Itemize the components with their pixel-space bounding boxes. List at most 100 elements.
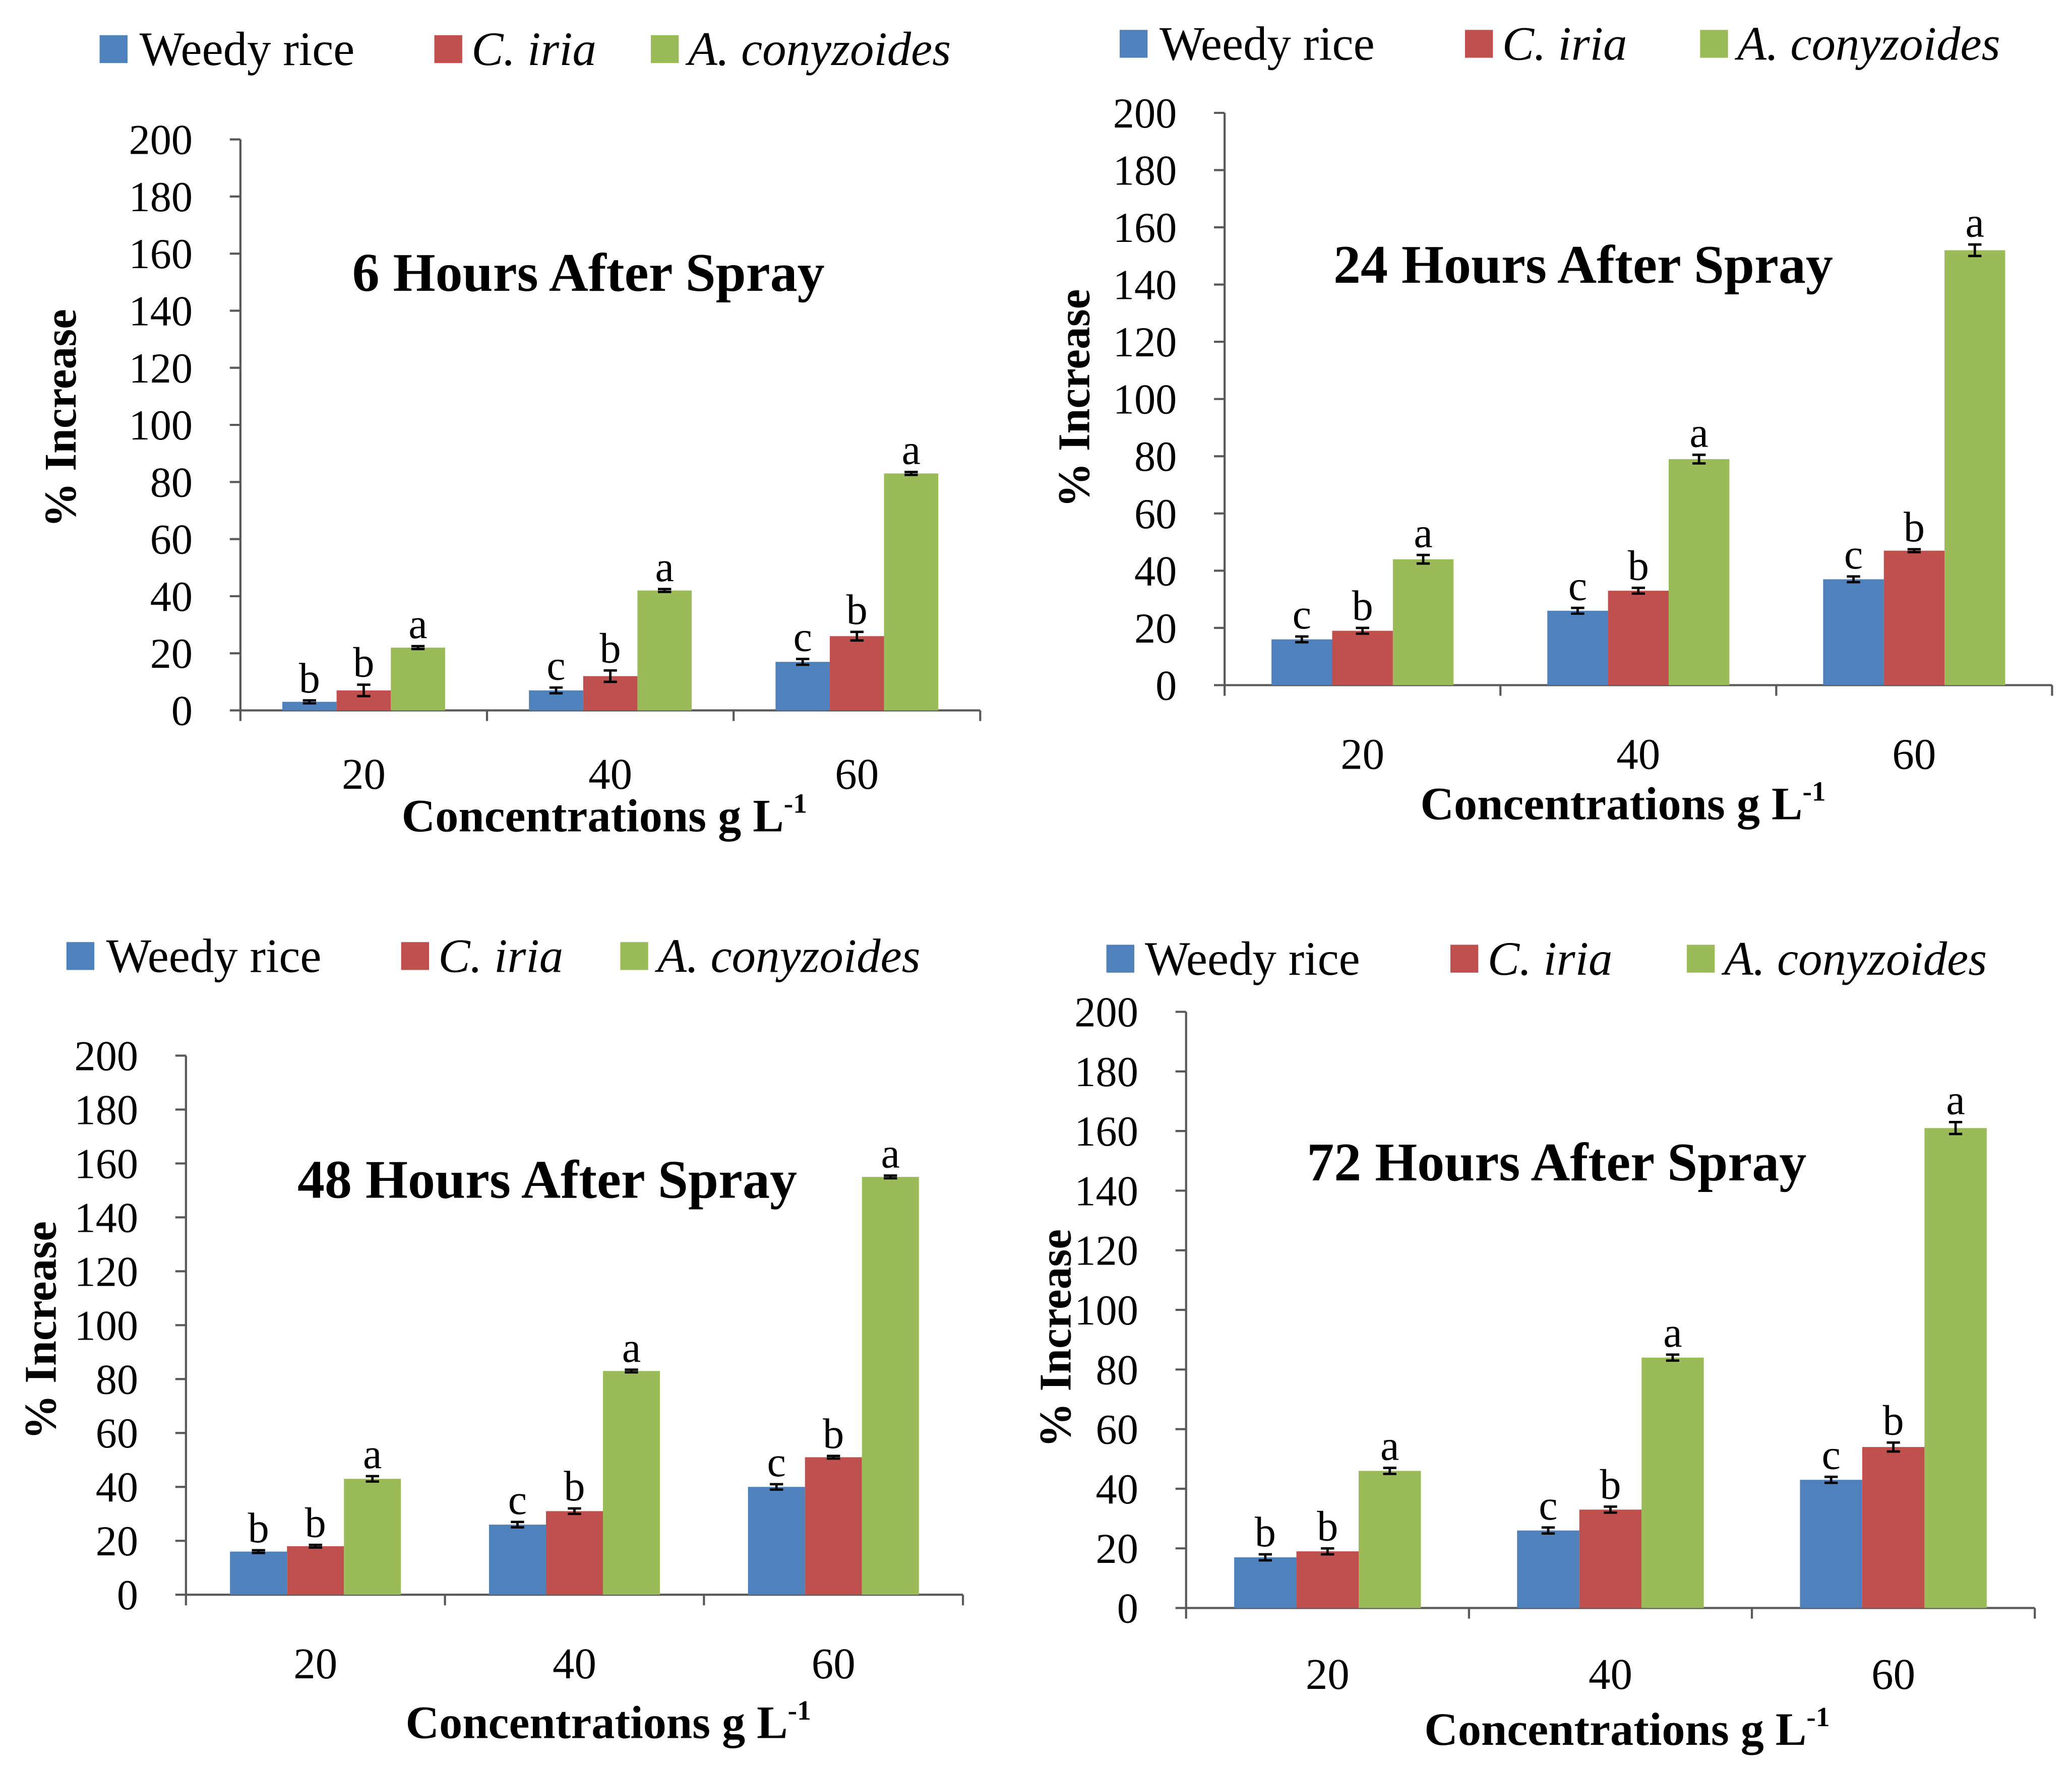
- x-axis-title-superscript: -1: [788, 1695, 811, 1726]
- significance-letter-a-conyzoides-20: a: [1380, 1423, 1399, 1470]
- y-tick-label: 180: [1113, 147, 1177, 194]
- legend: Weedy rice C. iria A. conyzoides: [1106, 932, 1987, 985]
- y-axis-title: % Increase: [1030, 1229, 1080, 1448]
- error-bar-weedy-rice-60: [770, 1483, 783, 1491]
- legend-swatch-c-iria: [434, 35, 462, 64]
- x-tick-label: 60: [835, 750, 879, 798]
- y-tick-label: 20: [1096, 1526, 1138, 1572]
- y-tick-label: 0: [1155, 662, 1177, 709]
- significance-letter-a-conyzoides-20: a: [408, 601, 427, 648]
- significance-letter-a-conyzoides-40: a: [1689, 410, 1708, 457]
- x-tick-label: 40: [1589, 1650, 1632, 1698]
- significance-letter-c-iria-20: b: [305, 1499, 326, 1546]
- y-tick-label: 80: [1134, 433, 1177, 480]
- significance-letter-weedy-rice-40: c: [508, 1477, 527, 1524]
- chart-panel-24-hours-after-spray: Weedy rice C. iria A. conyzoides 24 Hours A…: [1049, 17, 2053, 830]
- significance-letter-a-conyzoides-40: a: [655, 544, 674, 591]
- legend-label-a-conyzoides: A. conyzoides: [1721, 932, 1987, 985]
- y-tick-label: 40: [96, 1464, 138, 1511]
- significance-letter-c-iria-40: b: [1628, 543, 1649, 590]
- error-bar-weedy-rice-40: [1571, 606, 1585, 615]
- y-tick-label: 160: [129, 231, 193, 278]
- error-bar-c-iria-60: [850, 630, 864, 642]
- y-tick-label: 80: [150, 459, 193, 506]
- error-bar-c-iria-40: [568, 1507, 581, 1516]
- y-tick-label: 60: [1096, 1407, 1138, 1454]
- significance-letter-c-iria-60: b: [823, 1411, 844, 1458]
- error-bar-c-iria-60: [827, 1455, 840, 1460]
- bar-a-conyzoides-60: [1944, 250, 2005, 685]
- significance-letter-weedy-rice-60: c: [1844, 531, 1863, 578]
- significance-letter-c-iria-60: b: [1904, 504, 1925, 551]
- y-tick-label: 20: [96, 1518, 138, 1565]
- error-bar-c-iria-40: [1631, 587, 1645, 595]
- significance-letter-c-iria-40: b: [1600, 1462, 1621, 1508]
- x-tick-label: 20: [1306, 1650, 1350, 1698]
- significance-letter-weedy-rice-60: c: [1821, 1431, 1840, 1478]
- bar-a-conyzoides-40: [1668, 459, 1730, 685]
- significance-letter-weedy-rice-20: b: [248, 1505, 269, 1552]
- bar-a-conyzoides-40: [1641, 1357, 1704, 1608]
- x-tick-label: 60: [1892, 730, 1936, 778]
- x-axis-title-main: Concentrations g L: [1420, 778, 1802, 830]
- legend-label-c-iria: C. iria: [438, 929, 563, 983]
- error-bar-a-conyzoides-40: [1692, 454, 1706, 465]
- error-bar-a-conyzoides-60: [1948, 1121, 1963, 1136]
- bar-a-conyzoides-20: [391, 647, 445, 711]
- error-bar-weedy-rice-40: [1541, 1526, 1555, 1535]
- y-tick-label: 20: [150, 630, 193, 677]
- significance-letter-c-iria-20: b: [353, 640, 374, 686]
- y-tick-label: 120: [1074, 1228, 1138, 1275]
- y-tick-label: 100: [75, 1302, 138, 1349]
- y-tick-label: 60: [1134, 491, 1177, 538]
- y-tick-label: 100: [129, 402, 193, 449]
- x-tick-label: 60: [812, 1639, 856, 1688]
- y-axis-title: % Increase: [36, 309, 86, 528]
- x-tick-label: 20: [342, 750, 386, 798]
- x-axis-title-main: Concentrations g L: [402, 790, 784, 841]
- chart-panel-72-hours-after-spray: Weedy rice C. iria A. conyzoides 72 Hours A…: [1030, 932, 2036, 1755]
- x-tick-label: 20: [1340, 730, 1384, 778]
- bar-c-iria-60: [805, 1457, 862, 1595]
- y-tick-label: 40: [150, 574, 193, 620]
- x-tick-label: 40: [588, 750, 632, 798]
- bar-weedy-rice-20: [282, 702, 337, 711]
- error-bar-a-conyzoides-60: [1968, 243, 1982, 258]
- y-tick-label: 120: [75, 1248, 138, 1295]
- error-bar-weedy-rice-20: [302, 699, 317, 705]
- error-bar-weedy-rice-60: [796, 658, 810, 666]
- legend-label-c-iria: C. iria: [471, 22, 596, 76]
- y-tick-label: 140: [1113, 262, 1177, 309]
- significance-letter-a-conyzoides-60: a: [881, 1130, 900, 1177]
- error-bar-weedy-rice-40: [549, 686, 563, 695]
- chart-title: 24 Hours After Spray: [1333, 235, 1833, 295]
- legend-swatch-weedy-rice: [1119, 30, 1148, 58]
- error-bar-a-conyzoides-20: [1383, 1467, 1396, 1475]
- error-bar-weedy-rice-40: [511, 1521, 524, 1529]
- bar-a-conyzoides-40: [602, 1371, 660, 1595]
- y-tick-label: 180: [75, 1087, 138, 1133]
- y-axis-title: % Increase: [1049, 289, 1099, 508]
- x-tick-label: 20: [293, 1639, 337, 1688]
- error-bar-c-iria-60: [1886, 1441, 1900, 1453]
- bar-weedy-rice-40: [1517, 1530, 1579, 1608]
- y-tick-label: 200: [1074, 989, 1138, 1036]
- legend-label-a-conyzoides: A. conyzoides: [685, 22, 951, 76]
- legend-swatch-a-conyzoides: [620, 942, 648, 970]
- y-tick-label: 0: [117, 1572, 138, 1619]
- significance-letter-weedy-rice-40: c: [1568, 562, 1587, 609]
- bar-a-conyzoides-60: [884, 473, 939, 711]
- bar-a-conyzoides-20: [1392, 559, 1454, 685]
- significance-letter-c-iria-40: b: [564, 1463, 585, 1510]
- error-bar-weedy-rice-60: [1824, 1475, 1838, 1484]
- legend-label-weedy-rice: Weedy rice: [1160, 17, 1375, 71]
- chart-title: 48 Hours After Spray: [297, 1150, 797, 1210]
- bar-weedy-rice-60: [1800, 1480, 1862, 1608]
- legend-label-c-iria: C. iria: [1502, 17, 1627, 71]
- bar-c-iria-40: [545, 1511, 603, 1595]
- legend-swatch-weedy-rice: [99, 35, 128, 64]
- y-tick-label: 0: [1117, 1585, 1138, 1632]
- x-axis-title-superscript: -1: [1806, 1701, 1830, 1732]
- error-bar-a-conyzoides-40: [625, 1368, 638, 1374]
